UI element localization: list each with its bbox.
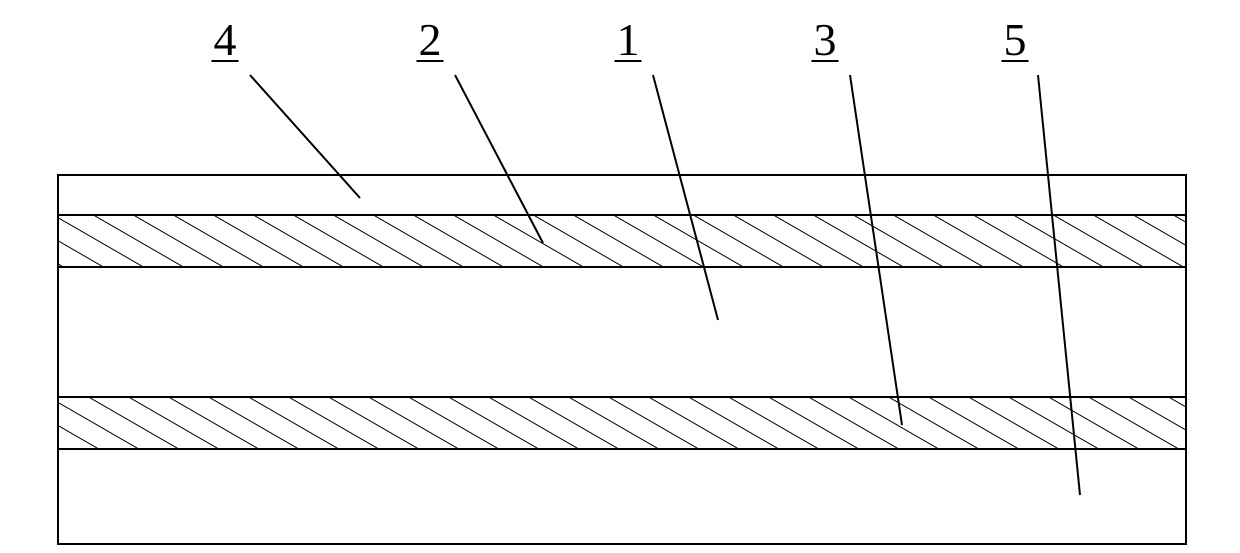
layer-2-upper-hatch: [58, 215, 1186, 267]
label-3: 3: [814, 14, 837, 65]
layer-1-middle: [58, 267, 1186, 397]
label-2: 2: [419, 14, 442, 65]
layer-5-bottom-plain: [58, 449, 1186, 544]
layer-3-lower-hatch: [58, 397, 1186, 449]
layer-4-top-plain: [58, 175, 1186, 215]
label-1: 1: [617, 14, 640, 65]
layer-diagram: 4 2 1 3 5: [0, 0, 1240, 553]
label-5: 5: [1004, 14, 1027, 65]
label-4: 4: [214, 14, 237, 65]
